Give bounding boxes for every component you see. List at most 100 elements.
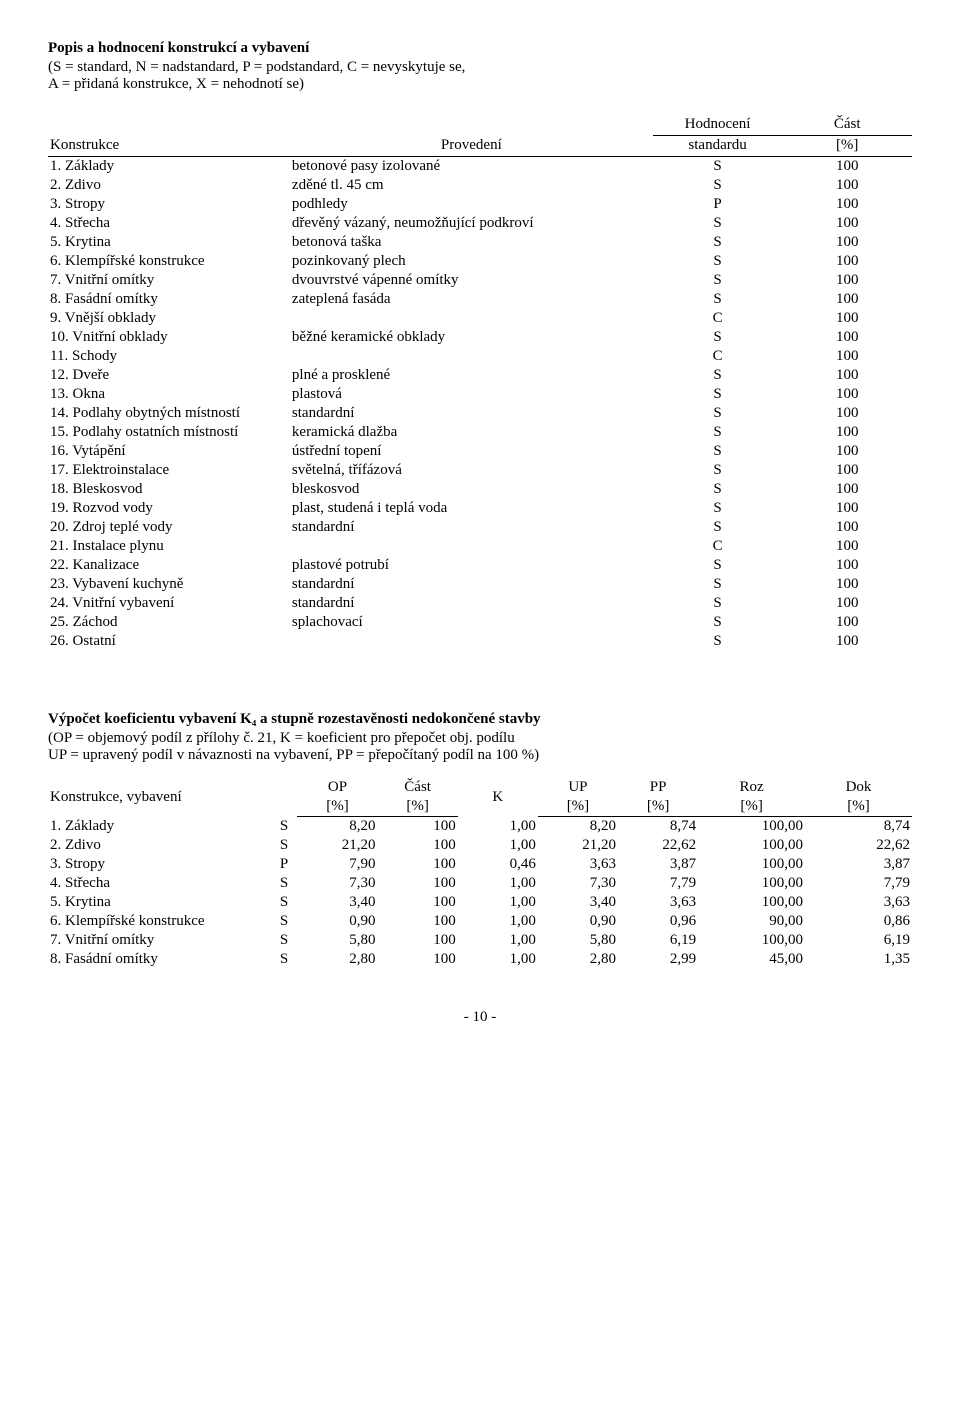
section2-title: Výpočet koeficientu vybavení K₄ a stupně… [48, 711, 912, 728]
cell-cast: 100 [782, 461, 912, 480]
cell-hodnoceni: C [653, 537, 783, 556]
table-row: 5. KrytinaS3,401001,003,403,63100,003,63 [48, 893, 912, 912]
table-row: 7. Vnitřní omítkyS5,801001,005,806,19100… [48, 931, 912, 950]
section2-line2: UP = upravený podíl v návaznosti na vyba… [48, 747, 912, 764]
cell-s: S [271, 931, 298, 950]
table-row: 10. Vnitřní obkladyběžné keramické obkla… [48, 328, 912, 347]
cell-cast: 100 [378, 931, 458, 950]
cell-konstrukce: 3. Stropy [48, 195, 290, 214]
t2-head-up1: UP [538, 778, 618, 797]
cell-cast: 100 [378, 912, 458, 931]
table-vypocet: Konstrukce, vybavení OP Část K UP PP Roz… [48, 778, 912, 969]
table-row: 1. ZákladyS8,201001,008,208,74100,008,74 [48, 817, 912, 837]
cell-pp: 0,96 [618, 912, 698, 931]
legend-line-1: (S = standard, N = nadstandard, P = pods… [48, 59, 912, 76]
table-row: 16. Vytápěníústřední topeníS100 [48, 442, 912, 461]
cell-cast: 100 [782, 556, 912, 575]
cell-up: 5,80 [538, 931, 618, 950]
cell-cast: 100 [782, 328, 912, 347]
t2-head-op1: OP [297, 778, 377, 797]
table-row: 12. Dveřeplné a prosklenéS100 [48, 366, 912, 385]
cell-provedeni: ústřední topení [290, 442, 653, 461]
cell-cast: 100 [782, 385, 912, 404]
cell-konstrukce: 6. Klempířské konstrukce [48, 252, 290, 271]
cell-hodnoceni: S [653, 556, 783, 575]
cell-konstrukce: 15. Podlahy ostatních místností [48, 423, 290, 442]
cell-provedeni: pozinkovaný plech [290, 252, 653, 271]
cell-provedeni: betonová taška [290, 233, 653, 252]
cell-hodnoceni: S [653, 499, 783, 518]
t2-head-cast2: [%] [378, 797, 458, 817]
table-row: 1. Základybetonové pasy izolovanéS100 [48, 157, 912, 177]
cell-hodnoceni: P [653, 195, 783, 214]
cell-provedeni: standardní [290, 575, 653, 594]
cell-konstrukce: 19. Rozvod vody [48, 499, 290, 518]
cell-hodnoceni: S [653, 575, 783, 594]
cell-s: S [271, 950, 298, 969]
cell-name: 1. Základy [48, 817, 271, 837]
cell-provedeni [290, 309, 653, 328]
cell-provedeni: betonové pasy izolované [290, 157, 653, 177]
table-row: 2. ZdivoS21,201001,0021,2022,62100,0022,… [48, 836, 912, 855]
cell-roz: 100,00 [698, 931, 805, 950]
cell-hodnoceni: S [653, 632, 783, 651]
cell-konstrukce: 1. Základy [48, 157, 290, 177]
cell-cast: 100 [782, 309, 912, 328]
cell-name: 4. Střecha [48, 874, 271, 893]
table-row: 15. Podlahy ostatních místnostíkeramická… [48, 423, 912, 442]
table-row: 19. Rozvod vodyplast, studená i teplá vo… [48, 499, 912, 518]
cell-op: 21,20 [297, 836, 377, 855]
cell-cast: 100 [782, 271, 912, 290]
cell-provedeni: plast, studená i teplá voda [290, 499, 653, 518]
cell-s: S [271, 874, 298, 893]
cell-name: 3. Stropy [48, 855, 271, 874]
t2-head-roz2: [%] [698, 797, 805, 817]
cell-cast: 100 [782, 518, 912, 537]
cell-name: 5. Krytina [48, 893, 271, 912]
cell-cast: 100 [782, 632, 912, 651]
t1-head-cast2: [%] [782, 136, 912, 157]
table-row: 22. Kanalizaceplastové potrubíS100 [48, 556, 912, 575]
cell-provedeni [290, 537, 653, 556]
table-row: 20. Zdroj teplé vodystandardníS100 [48, 518, 912, 537]
table-row: 17. Elektroinstalacesvětelná, třífázováS… [48, 461, 912, 480]
cell-cast: 100 [782, 537, 912, 556]
cell-hodnoceni: S [653, 290, 783, 309]
cell-cast: 100 [782, 233, 912, 252]
cell-konstrukce: 10. Vnitřní obklady [48, 328, 290, 347]
cell-provedeni: zateplená fasáda [290, 290, 653, 309]
cell-roz: 100,00 [698, 836, 805, 855]
cell-dok: 22,62 [805, 836, 912, 855]
cell-hodnoceni: C [653, 347, 783, 366]
cell-roz: 100,00 [698, 893, 805, 912]
cell-dok: 8,74 [805, 817, 912, 837]
cell-roz: 90,00 [698, 912, 805, 931]
cell-roz: 100,00 [698, 855, 805, 874]
cell-provedeni [290, 347, 653, 366]
cell-provedeni: splachovací [290, 613, 653, 632]
cell-cast: 100 [378, 950, 458, 969]
cell-op: 5,80 [297, 931, 377, 950]
section-title: Popis a hodnocení konstrukcí a vybavení [48, 40, 912, 57]
cell-provedeni [290, 632, 653, 651]
cell-provedeni: keramická dlažba [290, 423, 653, 442]
cell-k: 0,46 [458, 855, 538, 874]
cell-op: 3,40 [297, 893, 377, 912]
cell-k: 1,00 [458, 893, 538, 912]
t2-head-op2: [%] [297, 797, 377, 817]
t2-head-up2: [%] [538, 797, 618, 817]
cell-hodnoceni: S [653, 461, 783, 480]
cell-op: 2,80 [297, 950, 377, 969]
cell-s: S [271, 912, 298, 931]
cell-hodnoceni: S [653, 613, 783, 632]
cell-cast: 100 [378, 855, 458, 874]
cell-dok: 1,35 [805, 950, 912, 969]
cell-dok: 6,19 [805, 931, 912, 950]
cell-konstrukce: 11. Schody [48, 347, 290, 366]
t2-head-dok2: [%] [805, 797, 912, 817]
cell-provedeni: světelná, třífázová [290, 461, 653, 480]
cell-cast: 100 [782, 290, 912, 309]
cell-s: P [271, 855, 298, 874]
cell-konstrukce: 26. Ostatní [48, 632, 290, 651]
table-row: 5. Krytinabetonová taškaS100 [48, 233, 912, 252]
